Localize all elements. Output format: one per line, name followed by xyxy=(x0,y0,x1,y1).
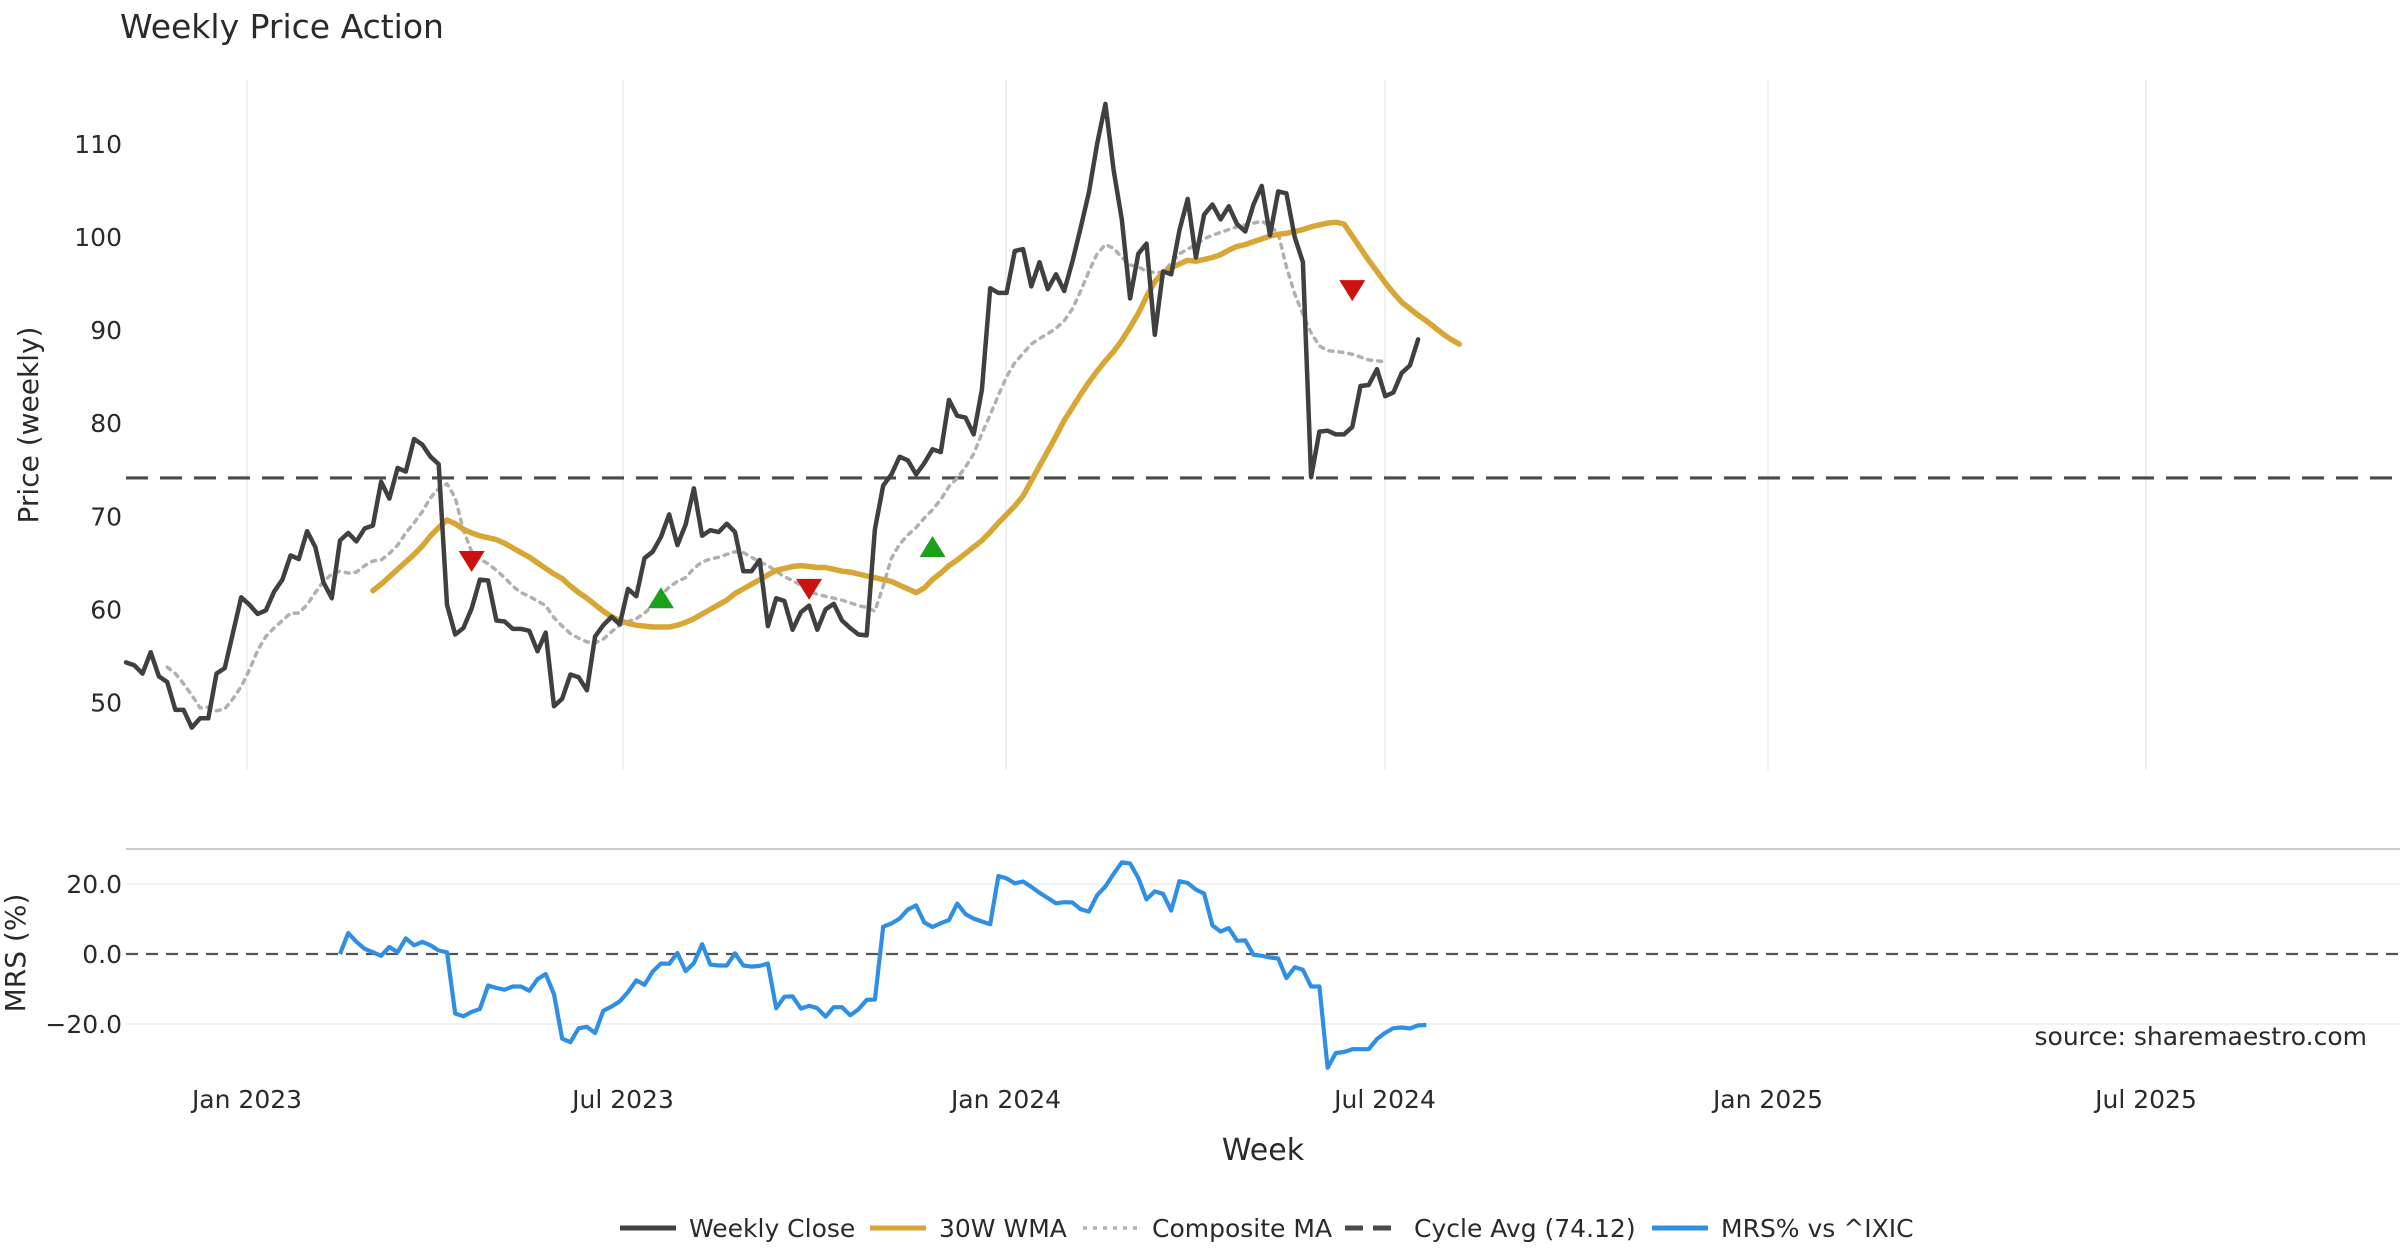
legend-item: MRS% vs ^IXIC xyxy=(1652,1214,1914,1243)
x-tick-label: Jan 2025 xyxy=(1711,1085,1823,1114)
legend-label: Composite MA xyxy=(1152,1214,1332,1243)
mrs-series-line xyxy=(338,860,1427,1070)
price-y-tick-label: 70 xyxy=(90,502,122,531)
price-y-tick-label: 80 xyxy=(90,409,122,438)
buy-signal-marker xyxy=(919,536,946,558)
mrs-y-ticks: 20.0 0.0 −20.0 xyxy=(45,870,122,1039)
sell-signal-marker xyxy=(1339,280,1366,302)
price-y-tick-label: 100 xyxy=(74,223,122,252)
x-tick-label: Jan 2023 xyxy=(190,1085,302,1114)
sell-signal-marker xyxy=(458,550,485,572)
buy-signal-marker xyxy=(647,587,674,609)
legend-item: Composite MA xyxy=(1083,1214,1332,1243)
x-tick-label: Jul 2025 xyxy=(2093,1085,2197,1114)
legend-label: Cycle Avg (74.12) xyxy=(1414,1214,1636,1243)
composite-ma-series xyxy=(165,219,1387,713)
mrs-panel: 20.0 0.0 −20.0 MRS (%) source: sharemaestr… xyxy=(0,860,2400,1070)
source-annotation: source: sharemaestro.com xyxy=(2035,1022,2368,1051)
price-y-tick-label: 60 xyxy=(90,595,122,624)
price-y-tick-label: 110 xyxy=(74,130,122,159)
legend-label: MRS% vs ^IXIC xyxy=(1721,1214,1914,1243)
price-grid xyxy=(246,80,2147,770)
30w-wma-series xyxy=(370,219,1463,630)
price-y-tick-label: 90 xyxy=(90,316,122,345)
legend-label: 30W WMA xyxy=(939,1214,1067,1243)
x-tick-label: Jul 2024 xyxy=(1332,1085,1436,1114)
legend-item: Weekly Close xyxy=(620,1214,855,1243)
mrs-y-tick-label: 0.0 xyxy=(82,940,122,969)
mrs-y-tick-label: 20.0 xyxy=(66,870,122,899)
price-y-axis-label: Price (weekly) xyxy=(12,327,45,524)
price-y-ticks: 50 60 70 80 90 100 110 xyxy=(74,130,122,717)
legend: Weekly Close 30W WMA Composite MA Cycle Avg… xyxy=(620,1214,1914,1243)
legend-item: 30W WMA xyxy=(870,1214,1067,1243)
price-y-tick-label: 50 xyxy=(90,688,122,717)
mrs-y-axis-label: MRS (%) xyxy=(0,894,32,1013)
price-panel: 50 60 70 80 90 100 110 Price (weekly) xyxy=(12,80,2400,770)
x-ticks: Jan 2023 Jul 2023 Jan 2024 Jul 2024 Jan 2025… xyxy=(190,1085,2197,1114)
mrs-series xyxy=(338,860,1427,1070)
price-series xyxy=(123,101,1463,730)
weekly-close-series xyxy=(123,101,1421,730)
legend-item: Cycle Avg (74.12) xyxy=(1345,1214,1636,1243)
x-tick-label: Jan 2024 xyxy=(949,1085,1061,1114)
x-axis-label: Week xyxy=(1222,1133,1305,1168)
legend-label: Weekly Close xyxy=(689,1214,855,1243)
mrs-grid xyxy=(126,883,2400,1025)
mrs-y-tick-label: −20.0 xyxy=(45,1010,122,1039)
signal-markers xyxy=(458,280,1366,609)
x-tick-label: Jul 2023 xyxy=(570,1085,674,1114)
chart-title: Weekly Price Action xyxy=(120,7,444,46)
sell-signal-marker xyxy=(796,578,823,600)
